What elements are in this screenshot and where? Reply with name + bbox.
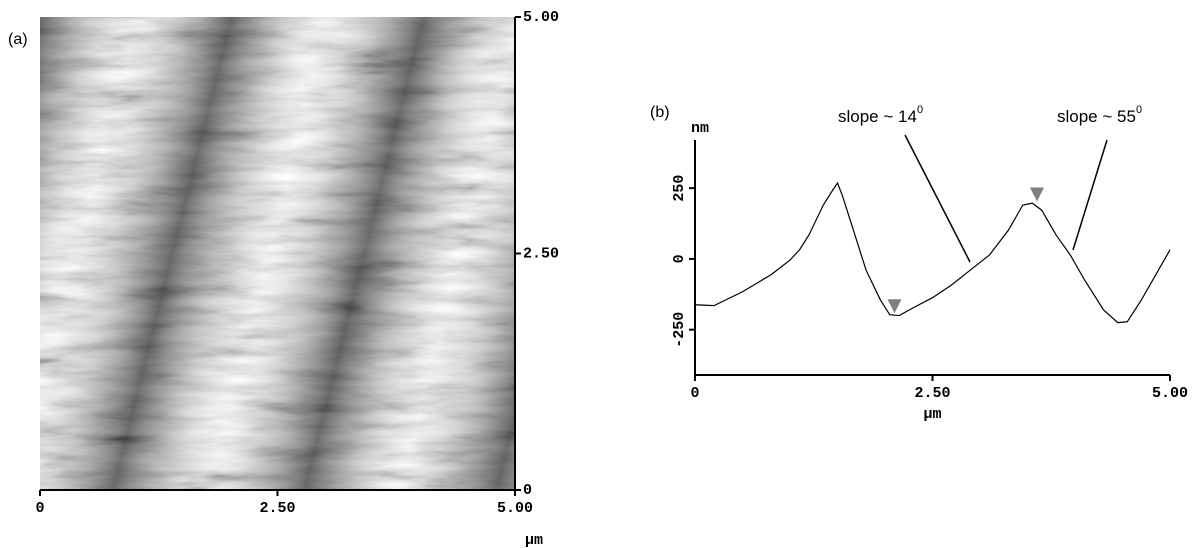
annotation-degree: 0	[1136, 104, 1142, 116]
cursor-marker	[887, 299, 902, 314]
annotation-text: slope ~ 14	[838, 107, 917, 126]
annotation-degree: 0	[917, 104, 923, 116]
y-axis-label: nm	[691, 120, 709, 137]
y-tick-label: 2.50	[523, 245, 559, 262]
annotation-text: slope ~ 55	[1057, 107, 1136, 126]
panel-label: (a)	[8, 31, 28, 48]
x-tick-label: 2.50	[259, 500, 295, 517]
x-tick-label: 5.00	[1152, 385, 1188, 402]
panel-label: (b)	[650, 104, 670, 121]
x-tick-label: 5.00	[497, 500, 533, 517]
y-tick-label: -250	[671, 312, 688, 348]
afm-shading	[40, 17, 515, 490]
y-tick-label: 250	[671, 175, 688, 202]
annotation: slope ~ 140	[838, 104, 923, 127]
y-tick-label: 0	[671, 254, 688, 263]
annotation: slope ~ 550	[1057, 104, 1142, 127]
x-axis-label: µm	[525, 532, 543, 548]
y-tick-label: 5.00	[523, 9, 559, 26]
annotation-leader	[904, 134, 971, 263]
x-tick-label: 0	[690, 385, 699, 402]
x-tick-label: 2.50	[914, 385, 950, 402]
cursor-marker	[1030, 187, 1044, 202]
annotation-leader	[1072, 139, 1108, 251]
y-tick-label: 0	[523, 482, 532, 499]
profile-line	[694, 181, 1171, 324]
x-axis-label: µm	[923, 406, 941, 423]
x-tick-label: 0	[35, 500, 44, 517]
